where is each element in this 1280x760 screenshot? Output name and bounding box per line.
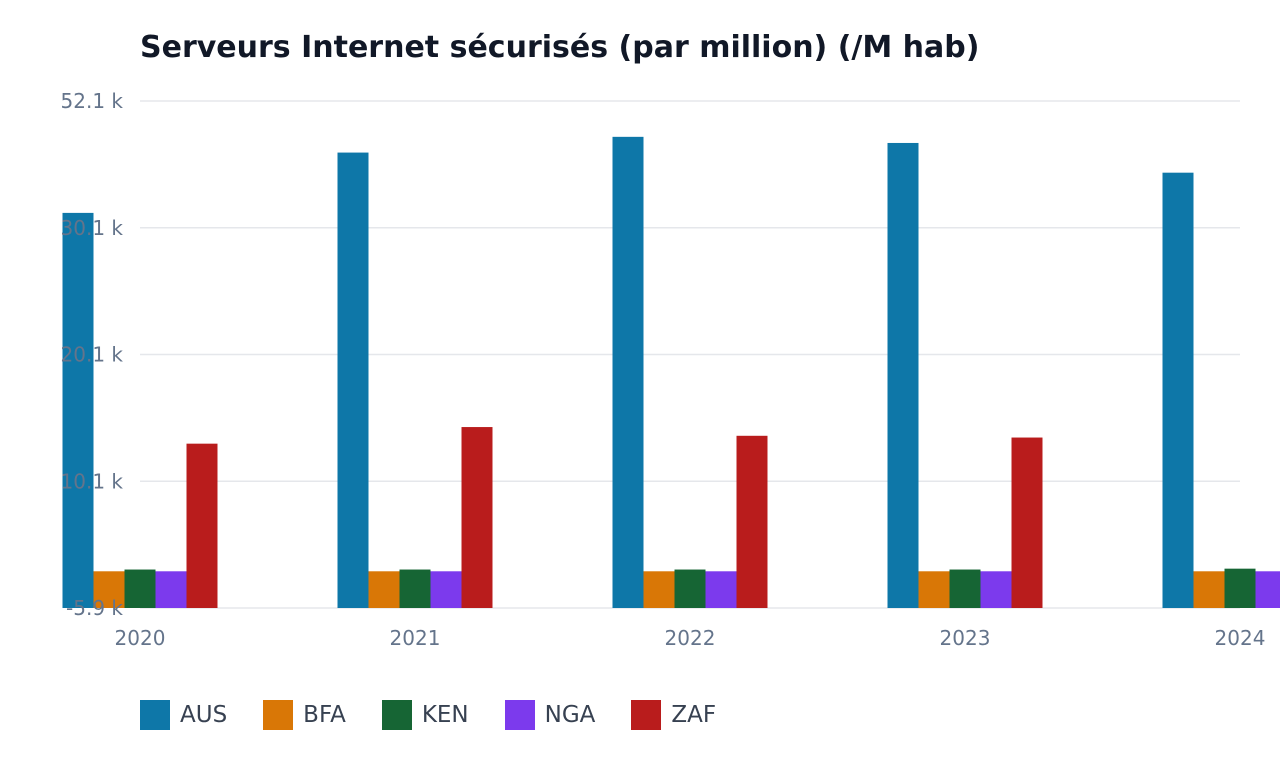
legend-label: NGA: [544, 702, 596, 728]
bar-ken-2021: [399, 569, 431, 608]
y-tick-label: 20.1 k: [61, 343, 124, 367]
bar-bfa-2022: [643, 571, 675, 608]
bar-nga-2023: [980, 571, 1012, 608]
legend-swatch: [140, 700, 170, 730]
legend-item-zaf: ZAF: [631, 700, 716, 730]
bar-bfa-2023: [918, 571, 950, 608]
bar-zaf-2020: [186, 443, 218, 608]
x-tick-label: 2024: [1215, 626, 1266, 650]
x-tick-label: 2020: [115, 626, 166, 650]
legend-item-aus: AUS: [140, 700, 227, 730]
x-tick-label: 2022: [665, 626, 716, 650]
legend-swatch: [504, 700, 535, 730]
legend: AUS BFA KEN NGA ZAF: [140, 700, 752, 730]
bar-aus-2020: [62, 212, 94, 608]
bar-bfa-2021: [368, 571, 400, 608]
legend-item-nga: NGA: [504, 700, 596, 730]
bar-nga-2024: [1255, 571, 1280, 608]
bar-nga-2022: [705, 571, 737, 608]
bar-bfa-2020: [93, 571, 125, 608]
gridlines: [140, 100, 1240, 609]
x-tick-label: 2023: [940, 626, 991, 650]
legend-label: AUS: [180, 702, 228, 728]
bar-ken-2024: [1224, 568, 1256, 608]
legend-item-bfa: BFA: [263, 700, 346, 730]
x-tick-label: 2021: [390, 626, 441, 650]
bar-bfa-2024: [1193, 571, 1225, 608]
bar-aus-2024: [1162, 172, 1194, 608]
legend-swatch: [631, 700, 662, 730]
bar-aus-2023: [887, 142, 919, 608]
y-tick-label: 10.1 k: [61, 469, 124, 493]
bar-nga-2021: [430, 571, 462, 608]
bar-zaf-2023: [1011, 437, 1043, 608]
y-tick-label: 30.1 k: [61, 216, 124, 240]
legend-swatch: [263, 700, 294, 730]
legend-label: BFA: [303, 702, 346, 728]
bar-zaf-2021: [461, 427, 493, 608]
bar-aus-2022: [612, 136, 644, 608]
bar-ken-2022: [674, 569, 706, 608]
bar-chart: -5.9 k10.1 k20.1 k30.1 k52.1 k 2020 2021 2…: [61, 89, 1280, 650]
legend-swatch: [381, 700, 412, 730]
bar-ken-2020: [124, 569, 156, 608]
legend-label: ZAF: [671, 702, 717, 728]
bar-ken-2023: [949, 569, 981, 608]
y-tick-label: 52.1 k: [61, 89, 124, 113]
legend-label: KEN: [421, 702, 469, 728]
bar-aus-2021: [337, 152, 369, 608]
y-tick-label: -5.9 k: [66, 596, 123, 620]
bars: [62, 136, 1280, 608]
chart-title: Serveurs Internet sécurisés (par million…: [140, 30, 980, 65]
legend-item-ken: KEN: [381, 700, 469, 730]
bar-nga-2020: [155, 571, 187, 608]
y-axis-ticks: -5.9 k 10.1 k 20.1 k 30.1 k 52.1 k: [61, 89, 124, 620]
bar-zaf-2022: [736, 435, 768, 608]
x-axis-ticks: 2020 2021 2022 2023 2024: [115, 626, 1266, 650]
